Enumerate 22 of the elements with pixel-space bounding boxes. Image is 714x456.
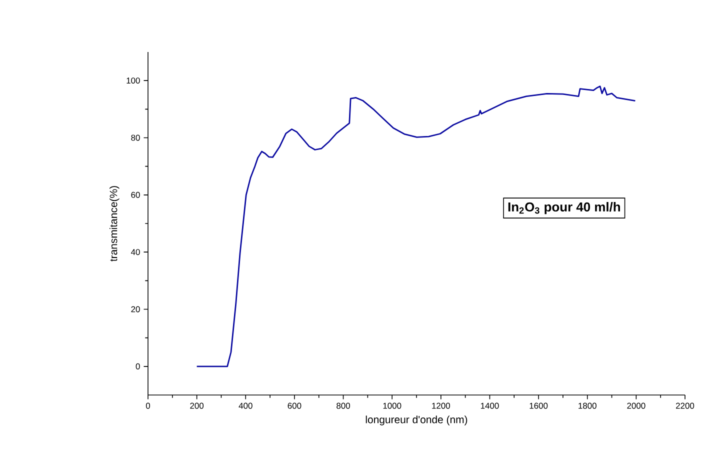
annotation: In$_{2}$O$_{3}$ pour 40 ml/h [508,202,620,214]
x-tick-label: 2200 [676,402,694,409]
x-tick-label: 200 [190,402,204,409]
x-tick-label: 1800 [578,402,596,409]
x-tick-label: 1000 [383,402,402,409]
x-tick-label: 600 [288,402,302,409]
y-tick-label: 60 [131,192,140,198]
x-tick-label: 0 [146,402,150,409]
x-tick-label: 1400 [480,402,499,409]
y-tick-label: 0 [136,363,140,370]
x-tick-label: 800 [336,402,350,409]
y-axis-title: transmitance(%) [110,186,120,262]
y-tick-label: 20 [131,306,140,312]
x-tick-label: 400 [238,402,252,409]
line-series [196,86,636,368]
y-tick-label: 100 [126,78,140,84]
y-tick-label: 80 [131,134,140,141]
x-tick-label: 1600 [530,402,548,409]
x-tick-label: 1200 [432,402,450,409]
x-axis-title: longureur d'onde (nm) [366,416,468,426]
x-tick-label: 2000 [627,402,646,409]
y-tick-label: 40 [130,249,140,256]
